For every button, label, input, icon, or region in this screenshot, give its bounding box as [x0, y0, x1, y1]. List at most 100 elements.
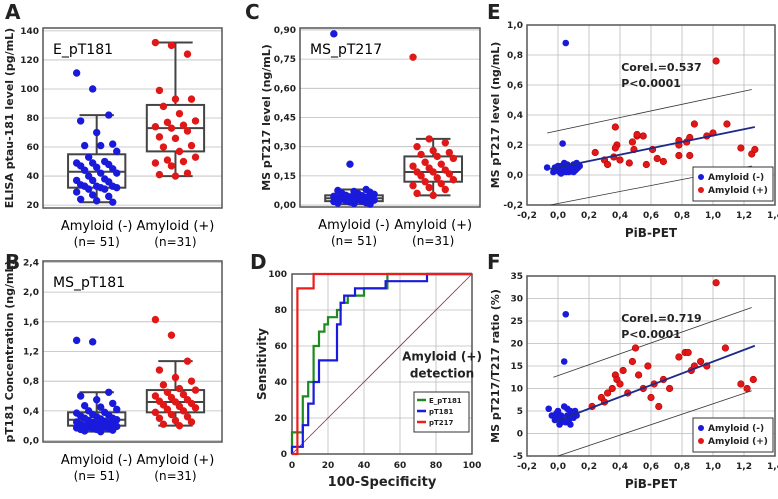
data-point: [183, 169, 192, 177]
y-tick-label: 40: [26, 172, 39, 182]
data-point: [183, 357, 192, 365]
data-point-amyloid-neg: [573, 165, 580, 173]
x-tick-label: -0,2: [517, 462, 537, 472]
data-point: [113, 169, 121, 177]
data-point: [109, 140, 117, 148]
data-point-amyloid-pos: [686, 151, 694, 160]
y-tick-label: 80: [26, 114, 39, 124]
data-point: [167, 41, 176, 50]
data-point: [80, 427, 89, 435]
data-point: [350, 199, 358, 208]
y-tick-label: 0,15: [274, 172, 296, 182]
data-point: [187, 418, 196, 426]
data-point: [429, 168, 437, 176]
group-n: (n= 51): [331, 234, 377, 248]
data-point-amyloid-pos: [633, 130, 641, 139]
x-tick-label: -0,2: [517, 211, 537, 221]
y-tick-label: 20: [510, 340, 523, 350]
y-tick-label: 60: [274, 342, 287, 352]
panel-label-c: C: [245, 0, 260, 24]
data-point: [433, 174, 441, 182]
data-point: [151, 38, 160, 47]
legend-label: Amyloid (+): [708, 186, 768, 196]
data-point: [183, 127, 192, 135]
data-point: [97, 403, 105, 411]
data-point: [425, 135, 433, 143]
y-tick-label: 140: [20, 27, 39, 37]
x-tick-label: 0,8: [674, 211, 690, 221]
data-point: [80, 166, 89, 174]
data-point-amyloid-neg: [559, 140, 566, 147]
x-axis-label: PiB-PET: [625, 226, 678, 240]
y-tick-label: 2,4: [23, 258, 39, 268]
group-label: Amyloid (-): [61, 219, 133, 234]
x-tick-label: 40: [358, 461, 371, 471]
data-point-amyloid-neg: [562, 310, 570, 318]
panel-title: MS_pT217: [310, 42, 382, 58]
y-tick-label: 30: [510, 295, 523, 305]
data-point-amyloid-pos: [616, 156, 624, 164]
data-point: [187, 95, 196, 103]
data-point-amyloid-neg: [545, 405, 552, 413]
y-tick-label: 0: [281, 450, 287, 460]
data-point: [109, 426, 117, 434]
y-axis-label: MS pT217/T217 ratio (%): [489, 289, 502, 443]
data-point: [179, 157, 188, 166]
panel-label-a: A: [5, 0, 21, 24]
data-point: [88, 176, 97, 185]
data-point: [105, 388, 113, 396]
data-point: [421, 178, 429, 186]
y-tick-label: 5: [517, 407, 523, 417]
annotation-line: P<0.0001: [621, 328, 681, 341]
group-label: Amyloid (+): [137, 219, 215, 234]
annotation-line: detection: [410, 366, 474, 380]
data-point: [109, 198, 117, 206]
data-point: [167, 331, 176, 339]
roc-curve-pT217: [292, 272, 472, 456]
data-point-amyloid-neg: [564, 405, 571, 413]
data-point: [175, 147, 184, 156]
data-point-amyloid-pos: [743, 384, 751, 393]
data-point-amyloid-pos: [611, 123, 619, 131]
y-tick-label: 0,60: [274, 84, 296, 94]
data-point: [80, 401, 89, 410]
data-point: [429, 146, 437, 155]
data-point: [84, 185, 93, 193]
data-point: [163, 156, 172, 164]
data-point-amyloid-pos: [751, 145, 759, 154]
data-point: [155, 366, 164, 374]
group-n: (n=31): [154, 235, 196, 249]
data-point: [76, 195, 85, 203]
data-point: [167, 124, 176, 132]
y-tick-label: 0,8: [507, 51, 523, 61]
annotation-line: Corel.=0.537: [621, 61, 701, 74]
data-point: [179, 390, 188, 399]
data-point: [88, 85, 97, 93]
y-tick-label: 0,8: [23, 377, 39, 387]
data-point: [441, 185, 449, 194]
data-point-amyloid-neg: [553, 409, 560, 417]
group-n: (n=31): [154, 469, 196, 483]
plot-frame: [299, 27, 481, 208]
x-tick-label: 100: [463, 461, 482, 471]
data-point: [72, 336, 81, 345]
data-point: [155, 414, 164, 422]
data-point: [97, 141, 105, 150]
data-point-amyloid-pos: [642, 160, 650, 169]
y-tick-label: 0,45: [274, 114, 296, 124]
data-point: [76, 392, 85, 400]
x-tick-label: 0: [289, 461, 295, 471]
panel-label-f: F: [487, 250, 501, 274]
x-tick-label: 0,0: [550, 462, 566, 472]
data-point-amyloid-pos: [628, 357, 637, 366]
data-point: [159, 420, 168, 428]
x-tick-label: 1,2: [736, 462, 752, 472]
data-point: [88, 338, 97, 346]
data-point-amyloid-pos: [619, 366, 627, 375]
data-point: [93, 197, 101, 205]
group-n: (n=31): [412, 234, 454, 248]
prediction-band-upper: [553, 307, 752, 378]
y-tick-label: -0,2: [503, 201, 523, 211]
y-tick-label: 0,4: [23, 407, 39, 417]
data-point: [187, 141, 196, 150]
